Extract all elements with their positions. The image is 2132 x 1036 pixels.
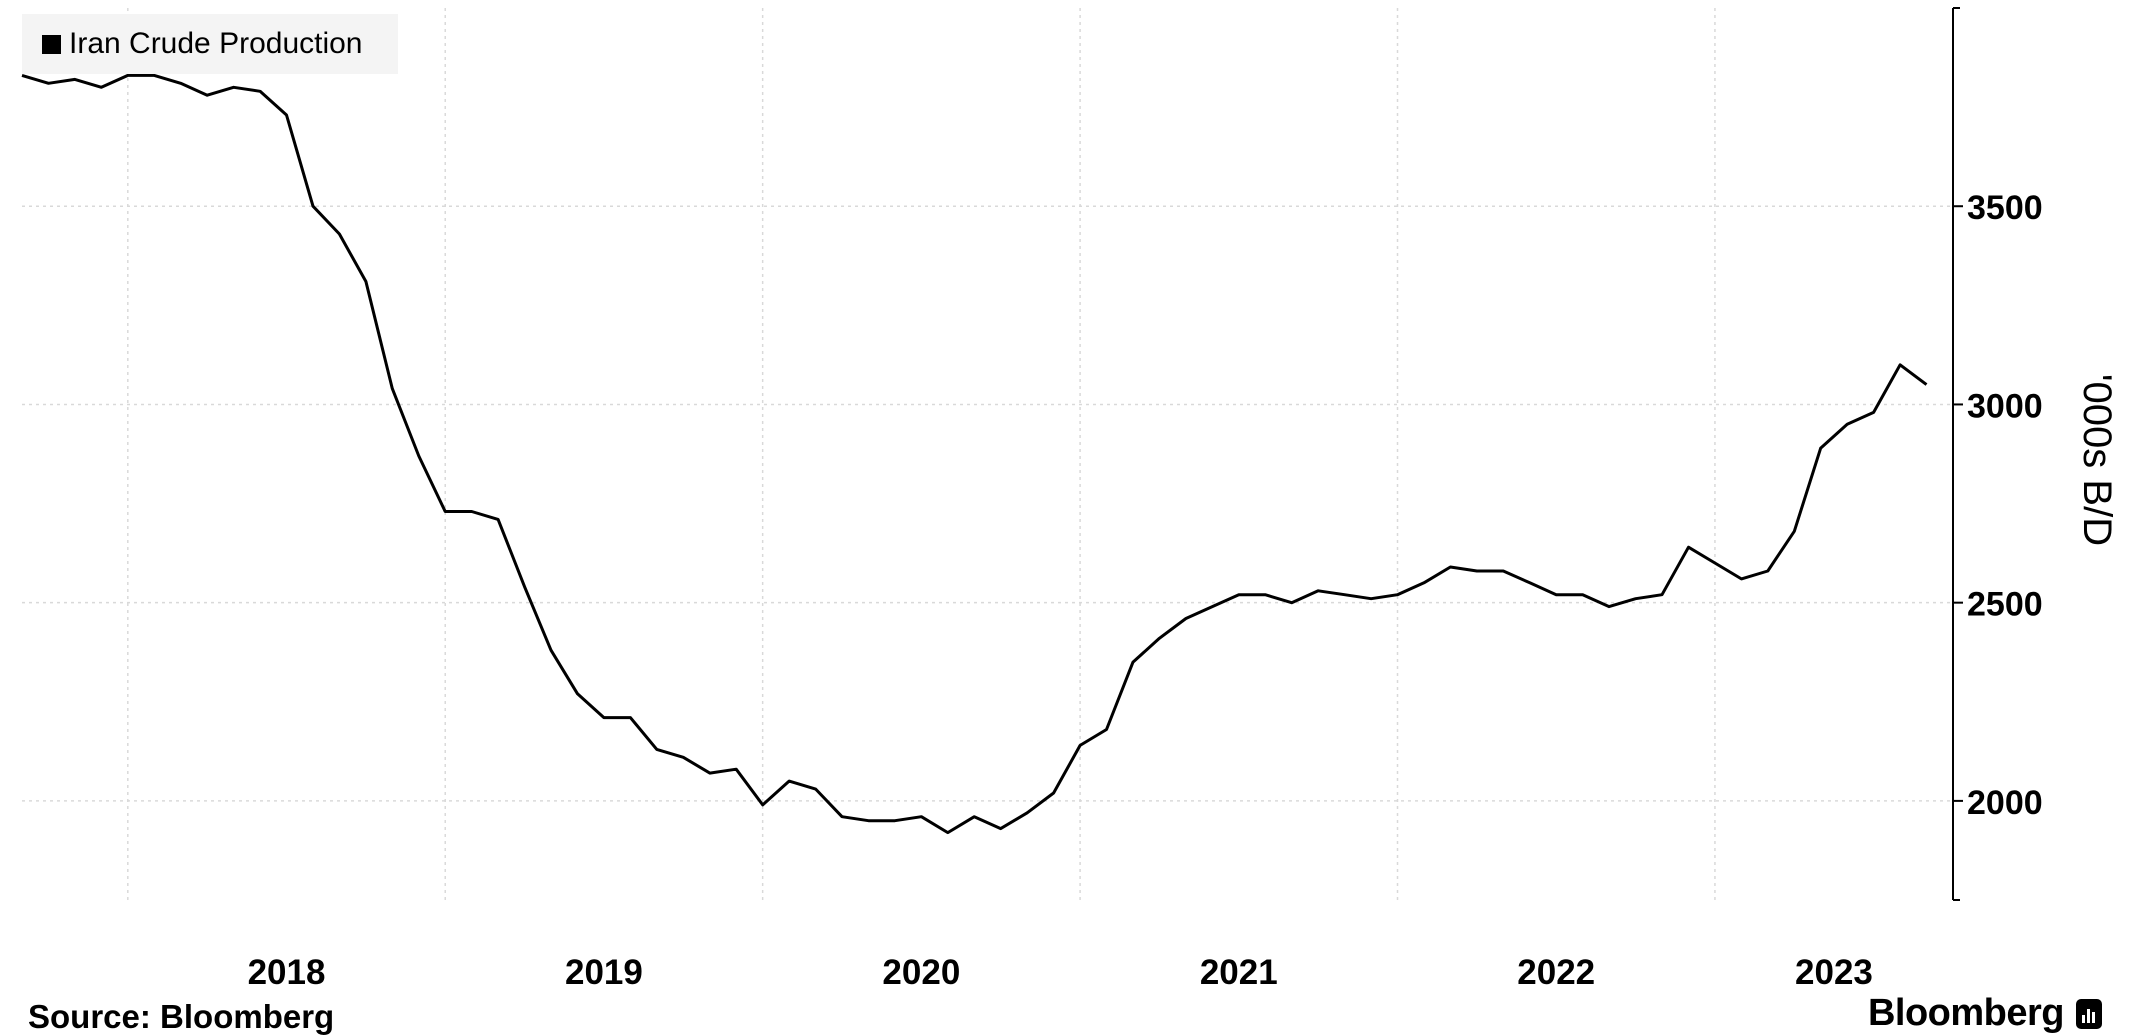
brand: Bloomberg — [1868, 992, 2102, 1035]
legend-swatch-icon — [42, 34, 61, 54]
source-note: Source: Bloomberg — [28, 998, 335, 1035]
y-tick-label: 2500 — [1967, 586, 2043, 624]
y-tick-label: 3500 — [1967, 189, 2043, 227]
x-tick-label: 2021 — [1200, 953, 1278, 992]
legend: Iran Crude Production — [22, 14, 398, 74]
x-tick-label: 2023 — [1795, 953, 1873, 992]
y-tick-label: 3000 — [1967, 387, 2043, 425]
bloomberg-logo-icon — [2076, 998, 2102, 1029]
y-tick-label: 2000 — [1967, 784, 2043, 822]
gridlines — [22, 8, 1953, 900]
brand-name: Bloomberg — [1867, 992, 2065, 1034]
y-axis-title: '000s B/D — [2075, 374, 2119, 546]
x-tick-label: 2020 — [882, 953, 960, 992]
series-line-iran-crude-production — [21, 73, 1928, 835]
x-tick-label: 2022 — [1517, 953, 1595, 992]
x-tick-label: 2019 — [565, 953, 643, 992]
x-tick-label: 2018 — [248, 953, 326, 992]
y-axis-ticks: 2000 2500 3000 3500 — [1953, 7, 2043, 901]
legend-label: Iran Crude Production — [69, 27, 363, 60]
x-axis-ticks: 2018 2019 2020 2021 2022 2023 — [248, 953, 1873, 992]
